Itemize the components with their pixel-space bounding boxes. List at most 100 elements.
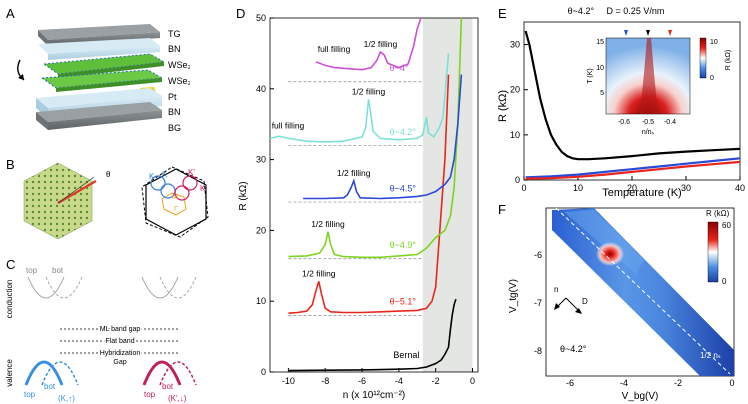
x-tick-label: -6 [358, 376, 366, 386]
y-tick-label: 30 [510, 40, 520, 50]
gamma-label: Γ [174, 206, 178, 213]
conduction-band [159, 276, 197, 299]
wse2-top-front [58, 62, 164, 78]
inset-tick: 15 [596, 39, 604, 46]
colorbar-tick: 60 [722, 221, 731, 230]
panel-letter: F [498, 202, 506, 217]
wse2-bottom-layer [42, 70, 162, 88]
colorbar-label: R (kΩ) [725, 50, 732, 70]
x-tick-label: -4 [395, 376, 403, 386]
twist-axis [57, 176, 95, 204]
panel-a: A TG BN WSe₂ WSe₂ Pt [0, 0, 190, 155]
layer-label: WSe₂ [168, 76, 190, 86]
x-tick-label: 40 [735, 183, 745, 193]
d-label: D [582, 297, 588, 306]
colorbar-tick: 0 [710, 75, 714, 82]
series-label: θ~5.1° [390, 297, 417, 307]
series-line [303, 74, 463, 200]
kprime-label: K' [188, 168, 195, 177]
arrow-head-icon [554, 303, 560, 310]
x-axis-label: V_bg(V) [622, 391, 659, 402]
valley-label: (K',↓) [168, 394, 187, 403]
angle-label: θ~4.2° [560, 344, 587, 354]
x-tick-label: -2 [432, 376, 440, 386]
valence-band [159, 361, 197, 386]
legend-label: Hybridization [100, 350, 141, 357]
x-tick: -6 [566, 378, 574, 388]
y-tick: -6 [534, 250, 542, 260]
panel-c: C conduction valence top bot ML band gap… [0, 255, 240, 404]
brillouin-zone-rotated [141, 166, 209, 238]
band-label: top [24, 390, 36, 399]
arrow-head-icon [18, 74, 24, 80]
band-label: top [26, 266, 38, 275]
peak-label: 1/2 filling [311, 219, 345, 229]
series-line [525, 160, 741, 180]
y-tick-label: 30 [256, 155, 266, 165]
series-line [288, 17, 463, 259]
peak-label: full filling [318, 44, 351, 54]
inset-y-label: T (K) [587, 68, 594, 83]
resistance-peak [596, 242, 624, 266]
y-tick-label: 20 [510, 85, 520, 95]
row-label: valence [5, 359, 14, 387]
series-label: θ~4° [390, 63, 409, 73]
series-line [315, 17, 422, 71]
half-filling-label: 1/2 nₛ [700, 351, 721, 360]
x-tick-label: -8 [321, 376, 329, 386]
wse2-bottom-front [56, 78, 162, 92]
half-filling-line [555, 207, 731, 375]
series-line [269, 53, 450, 143]
bn-bottom-layer [36, 88, 162, 108]
series-line [288, 298, 457, 372]
arrow-head-icon [575, 308, 582, 314]
peak-label: 1/2 filling [337, 168, 371, 178]
band-label: top [144, 390, 156, 399]
series-label: Bernal [393, 350, 419, 360]
y-tick-label: 10 [510, 130, 520, 140]
y-tick-label: 20 [256, 225, 266, 235]
panel-f: F R (kΩ) 60 0 n D θ~4.2° 1/2 nₛ -6 -4 -2… [494, 200, 748, 404]
bn-top-front [48, 46, 160, 60]
inset-tick: -0.5 [642, 119, 654, 126]
conduction-band [45, 276, 83, 299]
valence-band [41, 361, 79, 386]
inset-tick: 5 [600, 90, 604, 97]
y-tick: -8 [534, 346, 542, 356]
band-label: bot [162, 382, 174, 391]
x-tick: -2 [674, 378, 682, 388]
panel-d: D -10 -8 -6 -4 -2 0 0 10 20 30 40 50 Bernal θ~5.1° 1/2… [232, 0, 494, 404]
panel-letter: E [498, 6, 507, 21]
k-label: K [149, 172, 155, 181]
band-label: bot [44, 382, 56, 391]
moire-lattice [23, 162, 93, 240]
panel-letter: C [6, 257, 15, 272]
colorbar-tick: 10 [710, 39, 718, 46]
x-tick: -4 [620, 378, 628, 388]
k-label: K [162, 170, 168, 179]
moire-diagram: B θ K K K' K' M Γ [6, 157, 209, 240]
conduction-band [27, 276, 65, 299]
tg-layer [38, 24, 160, 40]
inset-heatmap: -0.6 -0.5 -0.4 n/nₛ 15 10 5 T (K) 10 0 R… [587, 30, 732, 136]
bg-layer-front [48, 110, 162, 130]
x-axis-label: Temperature (K) [602, 187, 681, 199]
inset-colorbar [699, 37, 707, 79]
kprime-label: K' [200, 184, 207, 193]
chart-header: θ~4.2° D = 0.25 V/nm [568, 6, 665, 16]
y-tick-label: 0 [261, 367, 266, 377]
peak-label: 1/2 filling [364, 39, 398, 49]
x-tick-label: 0 [521, 183, 526, 193]
row-label: conduction [5, 280, 14, 319]
colorbar [707, 221, 719, 283]
x-tick-label: -10 [282, 376, 295, 386]
peak-label: full filling [272, 120, 305, 130]
inset-heatmap-field [640, 38, 658, 114]
twist-axis [57, 180, 97, 204]
tg-layer-side [38, 30, 48, 46]
layer-label: BN [168, 44, 181, 54]
layer-label: BG [168, 123, 181, 133]
y-tick-label: 0 [515, 175, 520, 185]
m-label: M [172, 194, 178, 201]
mini-bz [161, 192, 187, 216]
